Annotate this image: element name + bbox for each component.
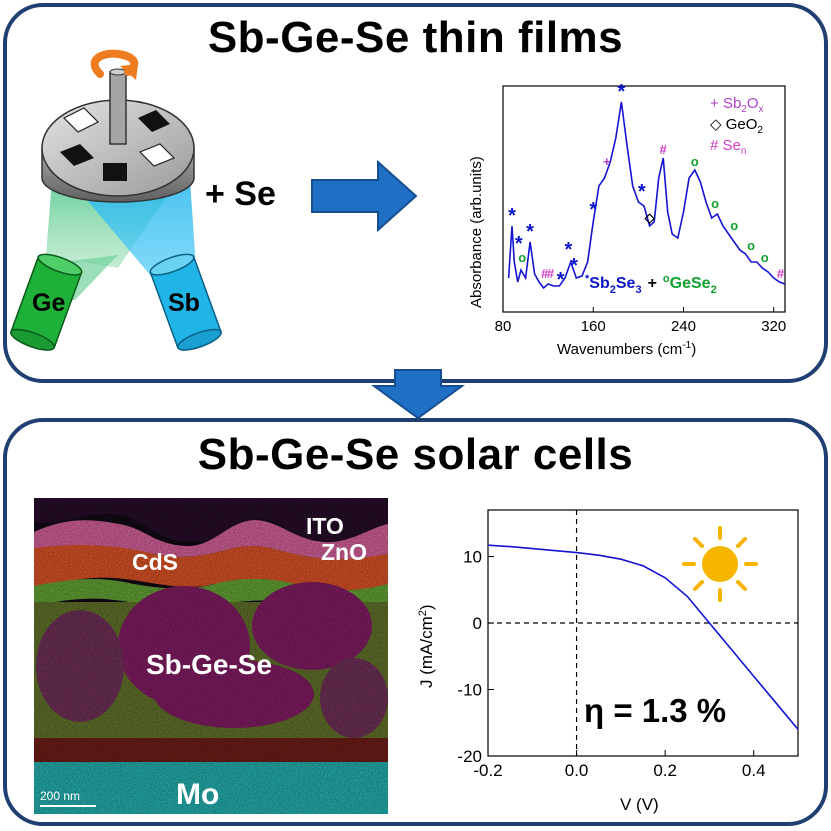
spectrum-peak-marker: + xyxy=(603,154,611,169)
spectrum-x-tick-label: 240 xyxy=(671,318,696,335)
cds-label: CdS xyxy=(132,549,178,575)
jv-series-line xyxy=(487,544,799,730)
spindle-shaft xyxy=(109,71,127,145)
jv-y-tick-label: -10 xyxy=(457,681,482,700)
spectrum-peak-marker: o xyxy=(747,238,755,253)
substrate-black-3 xyxy=(103,163,127,181)
spectrum-plot-frame xyxy=(502,85,786,313)
sun-icon xyxy=(682,526,758,602)
rotation-arrowhead-icon xyxy=(120,64,138,80)
spectrum-peak-marker: * xyxy=(638,181,646,203)
spectrum-y-axis-label: Absorbance (arb.units) xyxy=(468,156,485,308)
spectrum-x-tick-label: 160 xyxy=(581,318,606,335)
spectrum-peak-marker: * xyxy=(565,239,573,261)
substrate-white-2 xyxy=(138,143,176,167)
spectrum-legend: + Sb2Ox◇ GeO2# Sen xyxy=(710,95,764,157)
down-arrow-icon xyxy=(370,369,466,420)
absorber-label: Sb-Ge-Se xyxy=(146,649,272,680)
spectrum-x-tick-label: 80 xyxy=(495,318,512,335)
mo-label: Mo xyxy=(176,778,219,811)
spectrum-legend-entry: # Sen xyxy=(710,137,746,157)
thin-films-title: Sb-Ge-Se thin films xyxy=(207,13,624,62)
spectrum-peak-marker: * xyxy=(515,233,523,255)
spectrum-x-tick-label: 320 xyxy=(761,318,786,335)
spectrum-peak-marker: o xyxy=(691,154,699,169)
jv-y-axis-label: J (mA/cm2) xyxy=(417,604,436,688)
spectrum-peak-marker: # xyxy=(541,266,549,281)
jv-x-tick-label: -0.2 xyxy=(473,761,502,780)
spectrum-peak-marker: * xyxy=(557,269,565,291)
sb2se3-gese2-label: *Sb2Se3 + oGeSe2 xyxy=(585,273,717,296)
spectrum-peak-marker: # xyxy=(547,266,555,281)
jv-y-tick-label: 10 xyxy=(463,548,482,567)
spectrum-peak-marker: o xyxy=(518,250,526,265)
plus-se-label: + Se xyxy=(205,175,276,213)
sb-target-label: Sb xyxy=(168,289,200,317)
spectrum-x-axis-label: Wavenumbers (cm-1) xyxy=(557,340,696,358)
jv-x-axis-label: V (V) xyxy=(620,795,659,814)
spectrum-peak-marker: o xyxy=(761,250,769,265)
spectrum-peak-marker: * xyxy=(508,205,516,227)
ito-label: ITO xyxy=(306,513,344,539)
spectrum-peak-marker: * xyxy=(589,199,597,221)
substrate-white-1 xyxy=(62,107,100,133)
scale-bar-label: 200 nm xyxy=(40,789,80,803)
spindle-top xyxy=(109,68,127,76)
spectrum-peak-marker: o xyxy=(711,196,719,211)
sputtering-diagram: Ge Sb + Se xyxy=(10,49,466,420)
process-arrow-icon xyxy=(311,159,418,233)
jv-y-tick-label: 0 xyxy=(473,614,482,633)
spectrum-x-ticks: 80 160 240 320 xyxy=(495,307,786,335)
spectrum-peak-marker: # xyxy=(660,142,668,157)
spectrum-legend-entry: + Sb2Ox xyxy=(710,95,764,115)
spectrum-peak-marker: o xyxy=(730,218,738,233)
jv-x-tick-label: 0.4 xyxy=(742,761,766,780)
sb-plasma-beam xyxy=(70,180,196,282)
jv-x-tick-label: 0.0 xyxy=(565,761,589,780)
zno-label: ZnO xyxy=(321,539,367,565)
sb-target xyxy=(149,253,222,351)
jv-y-tick-label: -20 xyxy=(457,747,482,766)
spectrum-peak-marker: * xyxy=(526,221,534,243)
efficiency-label: η = 1.3 % xyxy=(584,692,726,729)
spectrum-legend-entry: ◇ GeO2 xyxy=(710,116,763,136)
spectrum-series-line xyxy=(507,101,786,290)
spectrum-peak-marker: * xyxy=(570,255,578,277)
substrate-black-1 xyxy=(138,110,170,132)
spectrum-peak-marker: # xyxy=(777,266,785,281)
ge-target-label: Ge xyxy=(32,289,65,317)
ge-target xyxy=(10,253,83,351)
tem-cross-section-image: ITO ZnO CdS Sb-Ge-Se Mo 200 nm xyxy=(34,498,388,814)
spectrum-peak-marker: * xyxy=(618,81,626,103)
substrate-black-2 xyxy=(60,144,94,166)
solar-cells-title: Sb-Ge-Se solar cells xyxy=(197,430,634,479)
jv-plot-frame xyxy=(487,509,799,757)
jv-axis-ticks: -0.2 0.0 0.2 0.4 10 0 -10 -20 xyxy=(457,548,765,780)
jv-x-tick-label: 0.2 xyxy=(653,761,677,780)
spectrum-peak-marker: ◇ xyxy=(644,210,656,225)
